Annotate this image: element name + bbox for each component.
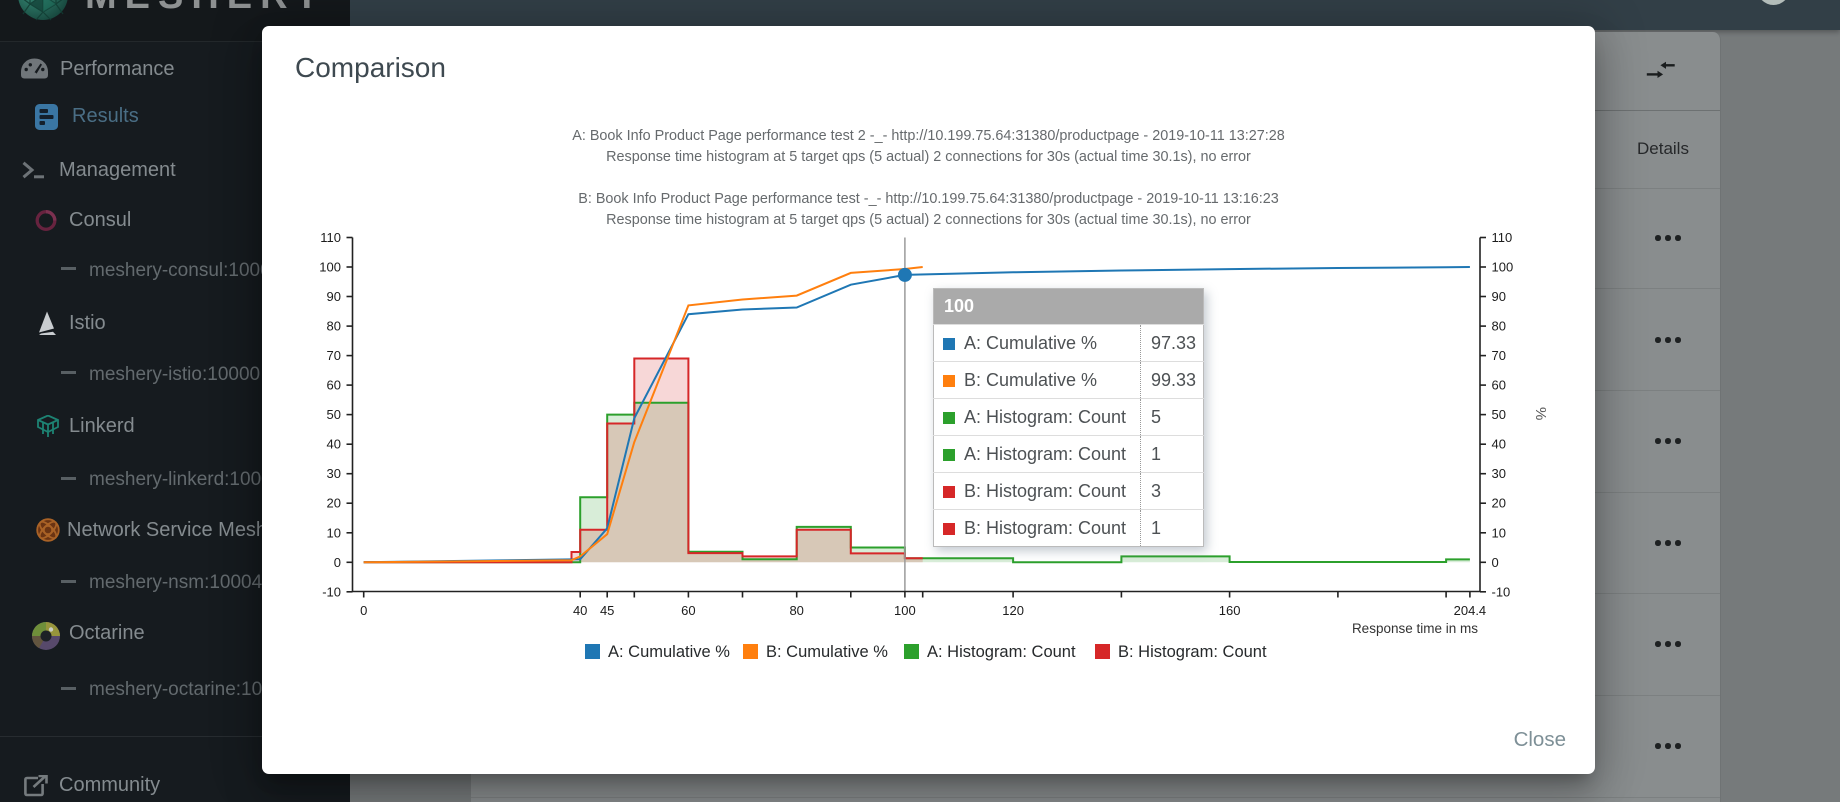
svg-text:-10: -10	[322, 584, 341, 599]
svg-text:%: %	[1532, 407, 1549, 420]
svg-text:70: 70	[1492, 348, 1506, 363]
svg-text:10: 10	[327, 525, 341, 540]
svg-text:80: 80	[1492, 319, 1506, 334]
svg-text:100: 100	[1492, 260, 1514, 275]
svg-text:45: 45	[600, 603, 614, 618]
svg-text:80: 80	[327, 319, 341, 334]
svg-text:10: 10	[1492, 525, 1506, 540]
svg-text:0: 0	[1492, 555, 1499, 570]
svg-text:90: 90	[327, 289, 341, 304]
svg-text:110: 110	[320, 230, 341, 245]
svg-text:50: 50	[1492, 407, 1506, 422]
svg-text:30: 30	[327, 466, 341, 481]
svg-text:204.4: 204.4	[1454, 603, 1487, 618]
svg-text:80: 80	[789, 603, 803, 618]
svg-text:90: 90	[1492, 289, 1506, 304]
svg-text:100: 100	[319, 260, 341, 275]
svg-text:-10: -10	[1492, 584, 1511, 599]
svg-text:50: 50	[327, 407, 341, 422]
svg-text:100: 100	[894, 603, 916, 618]
svg-text:110: 110	[1492, 230, 1513, 245]
svg-text:160: 160	[1219, 603, 1241, 618]
svg-text:70: 70	[327, 348, 341, 363]
svg-text:60: 60	[681, 603, 695, 618]
svg-text:20: 20	[1492, 496, 1506, 511]
svg-text:120: 120	[1002, 603, 1024, 618]
svg-text:0: 0	[360, 603, 367, 618]
svg-text:40: 40	[327, 437, 341, 452]
svg-text:60: 60	[327, 378, 341, 393]
svg-text:30: 30	[1492, 466, 1506, 481]
svg-text:40: 40	[1492, 437, 1506, 452]
svg-text:40: 40	[573, 603, 587, 618]
svg-text:MESHERY: MESHERY	[85, 0, 328, 17]
svg-text:0: 0	[334, 555, 341, 570]
svg-text:20: 20	[327, 496, 341, 511]
svg-text:Response time in ms: Response time in ms	[1352, 621, 1478, 636]
svg-text:60: 60	[1492, 378, 1506, 393]
